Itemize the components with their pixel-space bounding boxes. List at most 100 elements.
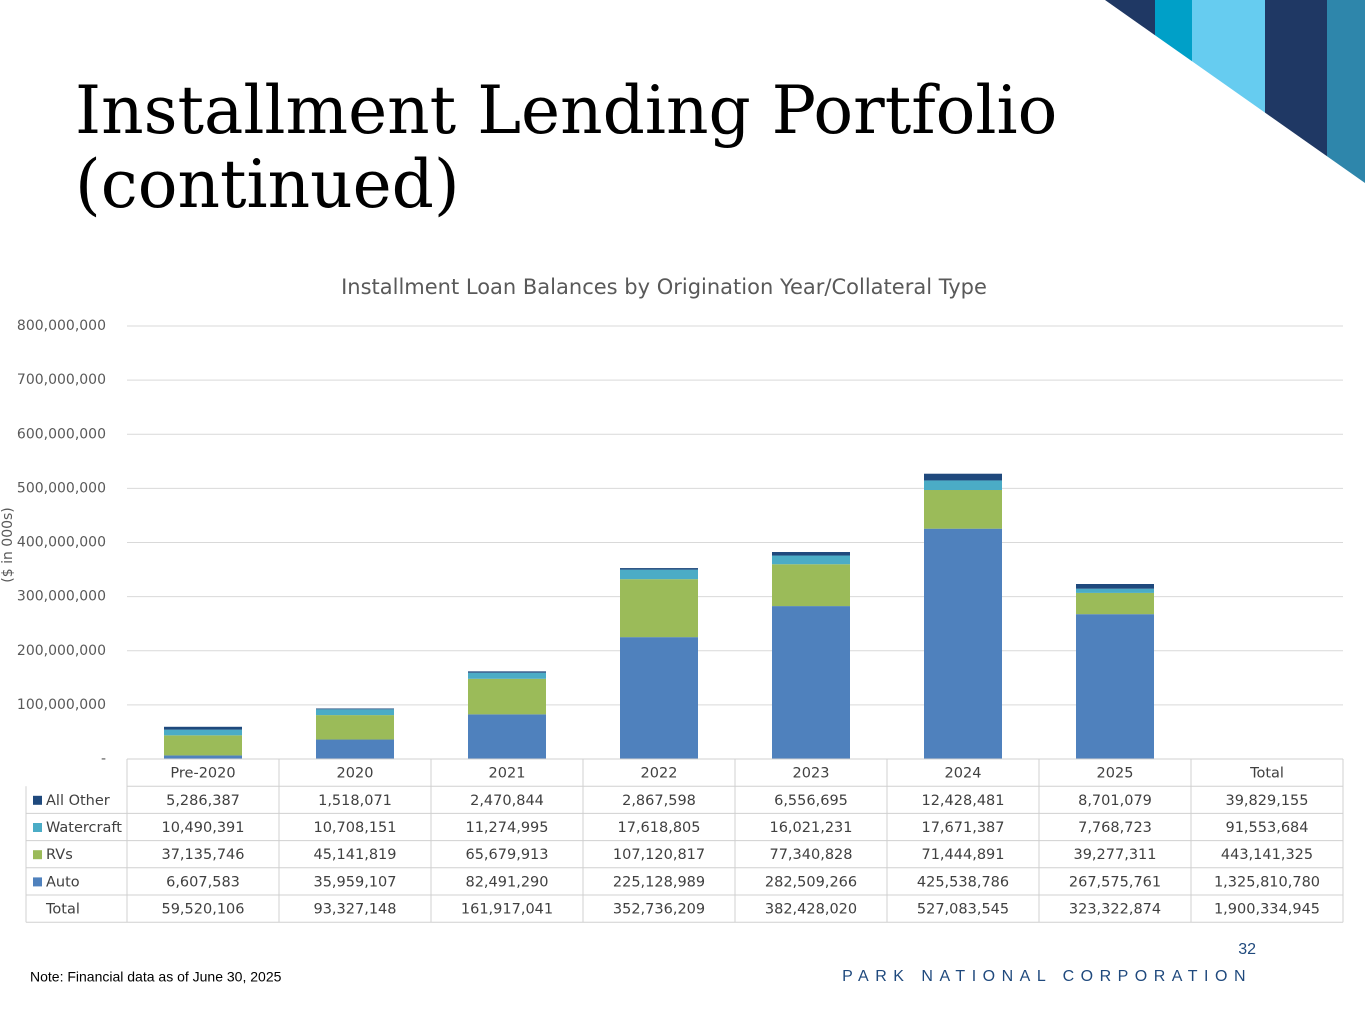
bar-segment <box>164 729 242 736</box>
legend-swatch <box>33 877 42 887</box>
table-cell: 6,556,695 <box>774 793 848 809</box>
legend-swatch <box>33 823 42 832</box>
table-cell: 352,736,209 <box>613 902 705 918</box>
bar-segment <box>772 606 850 759</box>
data-table: Pre-2020 2020 2021 2022 2023 2024 2025 Total All… <box>25 758 1344 923</box>
table-cell: 2,470,844 <box>470 793 544 809</box>
table-cell: 267,575,761 <box>1069 874 1161 890</box>
table-cell: 1,325,810,780 <box>1214 874 1320 890</box>
bar-segment <box>316 709 394 716</box>
table-cell: 425,538,786 <box>917 874 1009 890</box>
bar-segment <box>316 715 394 740</box>
table-cell: 45,141,819 <box>313 847 396 863</box>
table-cell: 16,021,231 <box>769 820 852 836</box>
bar-segment <box>924 490 1002 529</box>
x-tick-label: 2022 <box>641 766 678 782</box>
table-cell: 107,120,817 <box>613 847 705 863</box>
x-tick-label: 2023 <box>793 766 830 782</box>
table-cell: 5,286,387 <box>166 793 240 809</box>
table-cell: 91,553,684 <box>1225 820 1308 836</box>
bar-segment <box>316 708 394 710</box>
y-tick-label: - <box>101 751 106 767</box>
legend-swatch <box>33 795 42 805</box>
chart-title: Installment Loan Balances by Origination… <box>341 275 987 299</box>
table-cell: 37,135,746 <box>161 847 244 863</box>
x-tick-label: Total <box>1249 766 1284 782</box>
legend-label: Watercraft <box>46 820 122 836</box>
table-cell: 77,340,828 <box>769 847 852 863</box>
table-cell: 6,607,583 <box>166 874 240 890</box>
table-cell: 12,428,481 <box>921 793 1004 809</box>
bar-segment <box>924 473 1002 481</box>
bar-segment <box>620 568 698 570</box>
bar-segment <box>924 528 1002 759</box>
legend-label: Auto <box>46 874 80 890</box>
table-cell: 323,322,874 <box>1069 902 1161 918</box>
legend-label: RVs <box>46 847 73 863</box>
bar-segment <box>316 739 394 759</box>
x-tick-label: 2025 <box>1097 766 1134 782</box>
table-cell: 527,083,545 <box>917 902 1009 918</box>
bar-segment <box>772 552 850 556</box>
y-tick-label: 100,000,000 <box>17 697 106 713</box>
bar-segment <box>468 672 546 679</box>
y-axis-label: ($ in 000s) <box>0 507 16 583</box>
table-cell: 10,490,391 <box>161 820 244 836</box>
bar-segment <box>468 671 546 673</box>
bar-segment <box>620 579 698 638</box>
bar-segment <box>1076 614 1154 759</box>
title-line: (continued) <box>75 146 460 223</box>
title-line: Installment Lending Portfolio <box>75 72 1057 149</box>
bar-segment <box>1076 584 1154 589</box>
bar-segment <box>164 735 242 756</box>
x-tick-label: 2024 <box>945 766 982 782</box>
y-tick-label: 300,000,000 <box>17 589 106 605</box>
bar-segment <box>468 678 546 715</box>
table-cell: 71,444,891 <box>921 847 1004 863</box>
bar-segment <box>772 555 850 565</box>
y-tick-label: 700,000,000 <box>17 372 106 388</box>
x-tick-label: 2020 <box>337 766 374 782</box>
table-cell: 8,701,079 <box>1078 793 1152 809</box>
y-tick-label: 800,000,000 <box>17 318 106 334</box>
y-tick-label: 400,000,000 <box>17 535 106 551</box>
table-cell: 1,900,334,945 <box>1214 902 1320 918</box>
note: Note: Financial data as of June 30, 2025 <box>30 969 282 985</box>
table-cell: 10,708,151 <box>313 820 396 836</box>
table-cell: 39,277,311 <box>1073 847 1156 863</box>
corner-decoration <box>1105 0 1365 183</box>
table-cell: 17,671,387 <box>921 820 1004 836</box>
table-cell: 82,491,290 <box>465 874 548 890</box>
table-cell: 382,428,020 <box>765 902 857 918</box>
table-cell: 11,274,995 <box>465 820 548 836</box>
bar-segment <box>924 480 1002 491</box>
bar-segment <box>468 714 546 759</box>
x-tick-label: 2021 <box>489 766 526 782</box>
table-cell: 1,518,071 <box>318 793 392 809</box>
table-cell: 35,959,107 <box>313 874 396 890</box>
table-cell: 7,768,723 <box>1078 820 1152 836</box>
table-cell: 225,128,989 <box>613 874 705 890</box>
y-tick-label: 500,000,000 <box>17 480 106 496</box>
table-cell: 59,520,106 <box>161 902 244 918</box>
company-name: PARK NATIONAL CORPORATION <box>842 968 1252 985</box>
total-row-label: Total <box>45 902 80 918</box>
bar-segment <box>620 637 698 759</box>
table-cell: 65,679,913 <box>465 847 548 863</box>
slide-title: Installment Lending Portfolio (continued… <box>75 72 1078 223</box>
table-cell: 282,509,266 <box>765 874 857 890</box>
bar-segment <box>164 726 242 730</box>
y-tick-label: 200,000,000 <box>17 643 106 659</box>
table-cell: 93,327,148 <box>313 902 396 918</box>
bar-segment <box>772 564 850 607</box>
table-cell: 39,829,155 <box>1225 793 1308 809</box>
table-cell: 161,917,041 <box>461 902 553 918</box>
table-cell: 443,141,325 <box>1221 847 1313 863</box>
bar-segment <box>620 569 698 580</box>
table-cell: 17,618,805 <box>617 820 700 836</box>
bar-segment <box>164 755 242 759</box>
bar-segment <box>1076 588 1154 593</box>
x-tick-label: Pre-2020 <box>170 766 235 782</box>
